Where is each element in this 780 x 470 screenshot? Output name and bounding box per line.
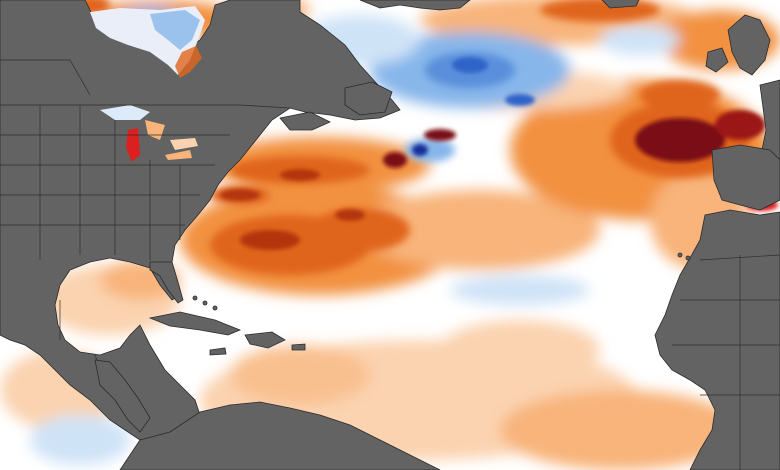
iberia: [711, 144, 780, 211]
nova-scotia: [279, 111, 331, 131]
south-america-coast: [119, 401, 441, 470]
central-america: [94, 359, 151, 433]
puerto-rico: [291, 343, 306, 351]
ireland: [705, 47, 729, 73]
iceland: [601, 0, 640, 9]
north-africa: [654, 209, 780, 470]
bahamas: [192, 295, 218, 311]
cuba: [148, 311, 242, 336]
florida: [149, 261, 184, 304]
great-lakes: [100, 105, 198, 162]
jamaica: [209, 347, 227, 356]
political-borders: [0, 59, 291, 396]
newfoundland: [344, 81, 393, 116]
british-isles: [727, 14, 771, 76]
hispaniola: [244, 331, 286, 349]
greenland: [359, 0, 471, 11]
